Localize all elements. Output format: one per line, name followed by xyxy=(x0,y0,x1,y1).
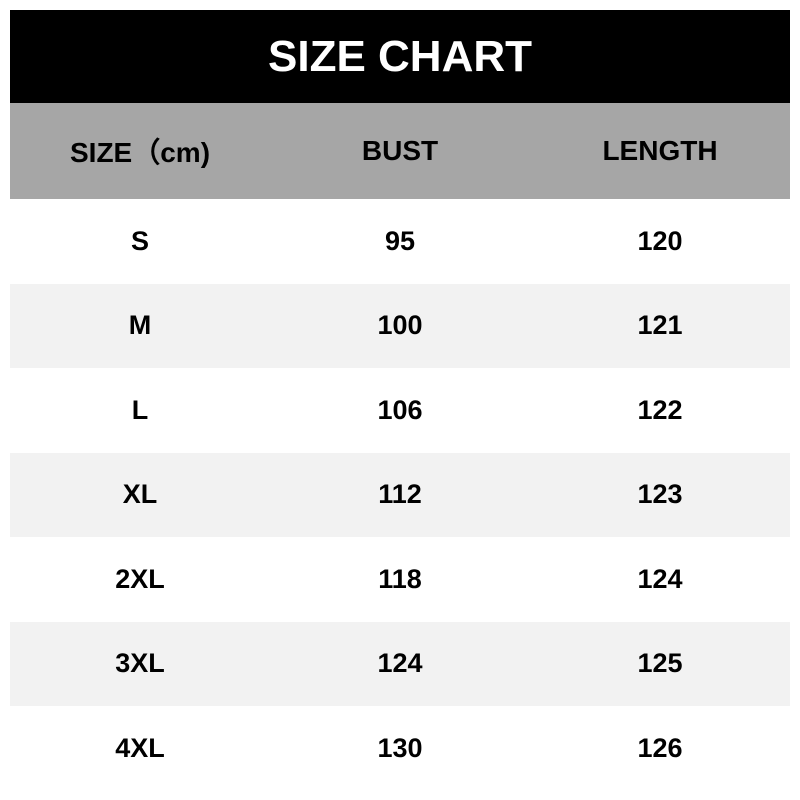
size-cell: S xyxy=(130,225,149,256)
length-cell: 120 xyxy=(637,225,683,256)
bust-cell: 118 xyxy=(378,563,422,594)
size-chart-table: SIZE CHART SIZE（cm) BUST LENGTH S 95 120 M 1… xyxy=(10,10,790,791)
size-cell: 2XL xyxy=(115,563,165,594)
bust-cell: 100 xyxy=(377,310,423,341)
size-cell: 4XL xyxy=(115,732,165,763)
table-row: 4XL 130 126 xyxy=(10,706,790,791)
length-cell: 125 xyxy=(637,648,683,679)
header-length: LENGTH xyxy=(602,135,718,166)
bust-cell: 130 xyxy=(377,732,423,763)
header-size: SIZE（cm) xyxy=(69,137,211,168)
size-cell: L xyxy=(131,394,149,425)
length-cell: 122 xyxy=(637,394,683,425)
bust-cell: 112 xyxy=(378,479,422,510)
length-cell: 124 xyxy=(637,563,683,594)
bust-cell: 95 xyxy=(384,225,416,256)
table-row: 2XL 118 124 xyxy=(10,537,790,622)
table-row: 3XL 124 125 xyxy=(10,621,790,706)
size-cell: M xyxy=(128,310,152,341)
table-row: L 106 122 xyxy=(10,368,790,453)
length-cell: 121 xyxy=(637,310,683,341)
bust-cell: 124 xyxy=(377,648,423,679)
chart-title: SIZE CHART xyxy=(10,10,790,103)
table-row: S 95 120 xyxy=(10,199,790,284)
size-cell: XL xyxy=(122,479,158,510)
length-cell: 126 xyxy=(637,732,683,763)
size-cell: 3XL xyxy=(115,648,165,679)
table-row: XL 112 123 xyxy=(10,452,790,537)
header-bust: BUST xyxy=(361,135,439,166)
table-row: M 100 121 xyxy=(10,283,790,368)
header-row: SIZE（cm) BUST LENGTH xyxy=(10,103,790,199)
bust-cell: 106 xyxy=(377,394,423,425)
length-cell: 123 xyxy=(637,479,683,510)
